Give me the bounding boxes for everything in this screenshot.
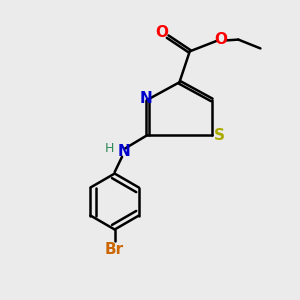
Text: Br: Br: [105, 242, 124, 257]
Text: N: N: [139, 91, 152, 106]
Text: S: S: [214, 128, 225, 143]
Text: N: N: [118, 144, 131, 159]
Text: O: O: [155, 25, 168, 40]
Text: O: O: [214, 32, 227, 47]
Text: H: H: [105, 142, 114, 155]
